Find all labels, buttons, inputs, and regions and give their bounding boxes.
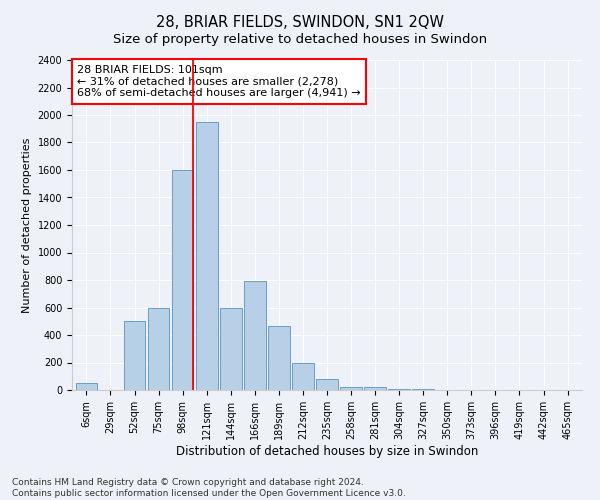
- Bar: [172, 170, 193, 390]
- Text: Size of property relative to detached houses in Swindon: Size of property relative to detached ho…: [113, 32, 487, 46]
- Bar: [148, 308, 169, 390]
- Bar: [316, 379, 338, 390]
- Bar: [340, 386, 362, 390]
- Bar: [364, 387, 386, 390]
- X-axis label: Distribution of detached houses by size in Swindon: Distribution of detached houses by size …: [176, 444, 478, 458]
- Text: Contains HM Land Registry data © Crown copyright and database right 2024.
Contai: Contains HM Land Registry data © Crown c…: [12, 478, 406, 498]
- Bar: [76, 383, 97, 390]
- Bar: [268, 326, 290, 390]
- Text: 28 BRIAR FIELDS: 101sqm
← 31% of detached houses are smaller (2,278)
68% of semi: 28 BRIAR FIELDS: 101sqm ← 31% of detache…: [77, 65, 361, 98]
- Text: 28, BRIAR FIELDS, SWINDON, SN1 2QW: 28, BRIAR FIELDS, SWINDON, SN1 2QW: [156, 15, 444, 30]
- Y-axis label: Number of detached properties: Number of detached properties: [22, 138, 32, 312]
- Bar: [124, 322, 145, 390]
- Bar: [220, 308, 242, 390]
- Bar: [244, 282, 266, 390]
- Bar: [196, 122, 218, 390]
- Bar: [292, 363, 314, 390]
